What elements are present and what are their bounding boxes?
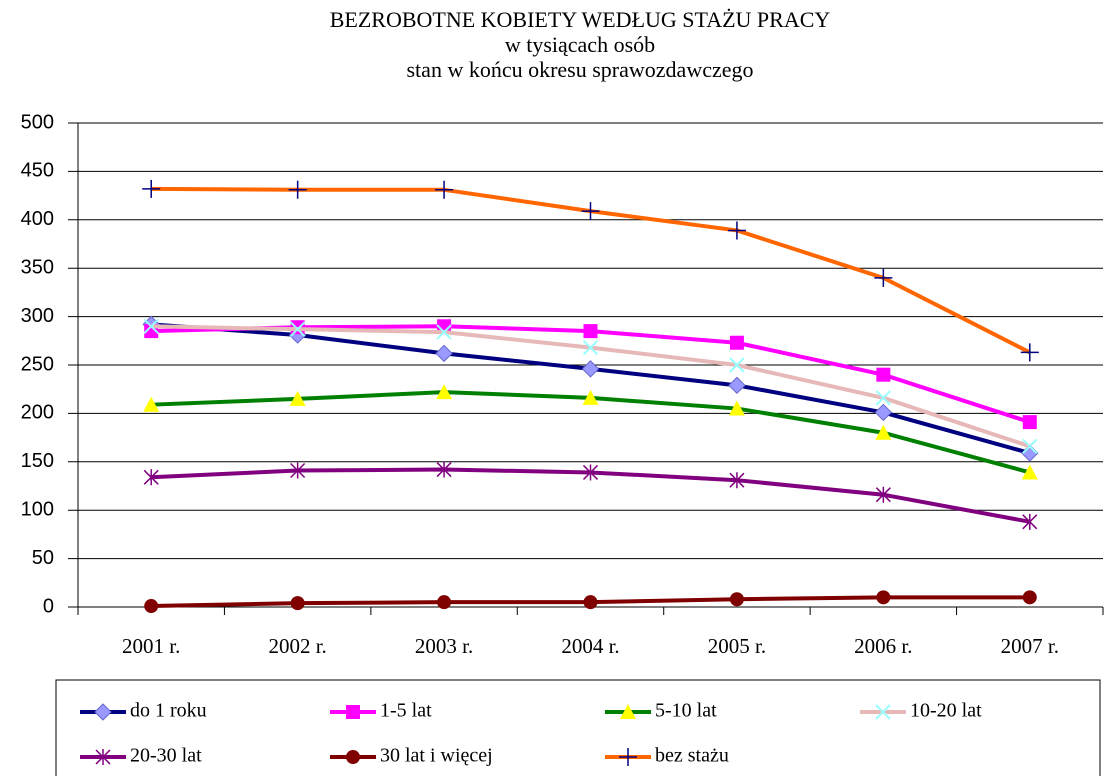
marker — [144, 599, 159, 614]
y-tick-label: 0 — [43, 595, 54, 617]
x-tick-label: 2007 r. — [1001, 634, 1059, 658]
marker — [290, 596, 305, 611]
marker — [874, 403, 893, 422]
marker — [582, 339, 599, 356]
marker — [289, 321, 306, 337]
y-tick-label: 100 — [21, 498, 54, 520]
y-tick-label: 50 — [32, 547, 54, 569]
marker — [876, 590, 891, 605]
marker — [436, 324, 452, 340]
y-tick-label: 350 — [21, 256, 54, 278]
legend-label: 1-5 lat — [380, 700, 432, 722]
marker — [143, 396, 160, 412]
y-tick-label: 200 — [21, 402, 54, 424]
y-tick-label: 150 — [21, 450, 54, 472]
marker — [143, 318, 159, 334]
marker — [582, 464, 599, 481]
legend-marker — [620, 704, 636, 719]
legend-label: 30 lat i więcej — [380, 745, 493, 767]
legend-label: bez stażu — [655, 745, 729, 767]
legend-marker — [95, 749, 111, 765]
marker — [1022, 415, 1037, 430]
legend-marker — [875, 704, 891, 720]
chart-title: BEZROBOTNE KOBIETY WEDŁUG STAŻU PRACY — [330, 7, 831, 32]
marker — [728, 376, 746, 395]
marker — [875, 424, 892, 440]
marker — [143, 469, 159, 486]
x-tick-label: 2002 r. — [268, 634, 326, 658]
marker — [583, 595, 598, 610]
legend-label: 5-10 lat — [655, 700, 717, 722]
marker — [435, 344, 453, 363]
marker — [729, 335, 744, 350]
marker — [582, 389, 599, 405]
marker — [581, 360, 600, 378]
legend-label: do 1 roku — [130, 700, 207, 722]
marker — [1022, 438, 1038, 455]
marker — [728, 400, 745, 416]
marker — [1022, 590, 1037, 605]
legend-marker — [94, 703, 112, 721]
marker — [729, 357, 745, 373]
y-tick-label: 450 — [21, 160, 54, 182]
marker — [875, 486, 891, 503]
marker — [437, 595, 452, 610]
legend-label: 20-30 lat — [130, 745, 202, 767]
series-line — [151, 322, 1031, 456]
marker — [436, 384, 453, 400]
chart-subtitle: stan w końcu okresu sprawozdawczego — [407, 57, 754, 82]
marker — [581, 202, 600, 221]
x-tick-label: 2005 r. — [708, 634, 766, 658]
legend-marker — [346, 705, 360, 719]
marker — [142, 179, 161, 198]
x-tick-label: 2001 r. — [122, 634, 180, 658]
marker — [288, 180, 307, 199]
marker — [289, 390, 306, 406]
legend-marker — [346, 750, 360, 764]
marker — [1021, 464, 1038, 480]
marker — [1022, 513, 1038, 530]
y-tick-label: 400 — [21, 208, 54, 230]
marker — [729, 472, 745, 489]
y-tick-label: 250 — [21, 353, 54, 375]
marker — [436, 461, 452, 478]
marker — [729, 592, 744, 607]
marker — [435, 180, 454, 199]
marker — [1020, 343, 1039, 362]
marker — [876, 367, 891, 382]
marker — [583, 324, 598, 339]
marker — [727, 221, 746, 240]
marker — [875, 390, 892, 406]
series-line — [151, 324, 1031, 449]
chart-subtitle: w tysiącach osób — [505, 32, 655, 57]
x-tick-label: 2004 r. — [561, 634, 619, 658]
marker — [290, 462, 306, 479]
legend-box — [55, 679, 1101, 776]
marker — [874, 268, 893, 287]
x-tick-label: 2006 r. — [854, 634, 912, 658]
y-tick-label: 300 — [21, 305, 54, 327]
x-tick-label: 2003 r. — [415, 634, 473, 658]
legend-label: 10-20 lat — [910, 700, 982, 722]
y-tick-label: 500 — [21, 111, 54, 133]
legend-marker — [619, 748, 637, 766]
